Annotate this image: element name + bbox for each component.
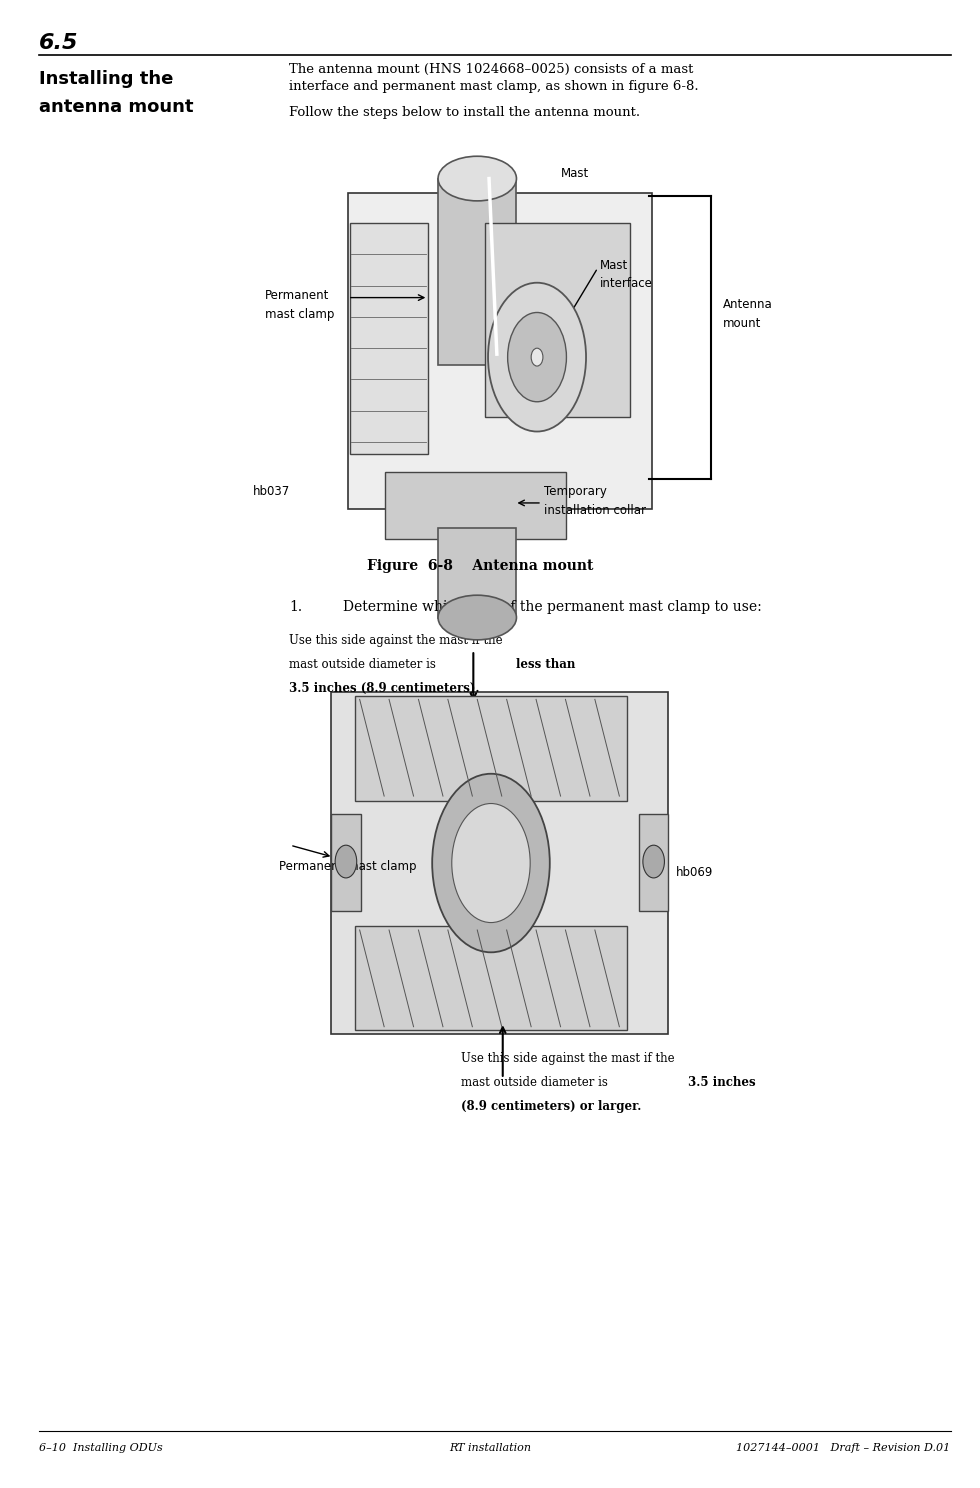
Text: less than: less than bbox=[516, 658, 576, 671]
FancyBboxPatch shape bbox=[350, 223, 428, 454]
Text: mast outside diameter is: mast outside diameter is bbox=[461, 1076, 612, 1089]
Text: Temporary: Temporary bbox=[544, 485, 607, 498]
FancyBboxPatch shape bbox=[485, 223, 630, 417]
Circle shape bbox=[432, 774, 550, 952]
Text: 3.5 inches: 3.5 inches bbox=[688, 1076, 756, 1089]
Text: mast clamp: mast clamp bbox=[265, 308, 334, 321]
Text: Antenna: Antenna bbox=[723, 298, 773, 311]
FancyBboxPatch shape bbox=[438, 528, 516, 618]
Text: The antenna mount (HNS 1024668–0025) consists of a mast: The antenna mount (HNS 1024668–0025) con… bbox=[289, 62, 694, 76]
Text: Mast: Mast bbox=[600, 259, 628, 272]
Circle shape bbox=[531, 348, 543, 366]
FancyBboxPatch shape bbox=[355, 696, 627, 801]
Text: Determine which side of the permanent mast clamp to use:: Determine which side of the permanent ma… bbox=[343, 600, 761, 613]
FancyBboxPatch shape bbox=[639, 814, 668, 911]
Circle shape bbox=[508, 312, 566, 402]
Text: 1.: 1. bbox=[289, 600, 302, 613]
Ellipse shape bbox=[438, 156, 516, 201]
Text: 1027144–0001   Draft – Revision D.01: 1027144–0001 Draft – Revision D.01 bbox=[736, 1443, 951, 1454]
FancyBboxPatch shape bbox=[331, 692, 668, 1034]
Text: hb037: hb037 bbox=[253, 485, 290, 498]
FancyBboxPatch shape bbox=[438, 179, 516, 365]
Circle shape bbox=[643, 845, 664, 878]
Text: Use this side against the mast if the: Use this side against the mast if the bbox=[289, 634, 503, 647]
Text: mast outside diameter is: mast outside diameter is bbox=[289, 658, 440, 671]
FancyBboxPatch shape bbox=[385, 472, 566, 539]
Text: Mast: Mast bbox=[561, 167, 589, 180]
Text: Use this side against the mast if the: Use this side against the mast if the bbox=[461, 1052, 674, 1065]
Text: interface: interface bbox=[600, 277, 653, 290]
Text: Installing the: Installing the bbox=[39, 70, 173, 88]
Text: 6–10  Installing ODUs: 6–10 Installing ODUs bbox=[39, 1443, 163, 1454]
Text: antenna mount: antenna mount bbox=[39, 98, 194, 116]
Text: Follow the steps below to install the antenna mount.: Follow the steps below to install the an… bbox=[289, 106, 640, 119]
Text: RT installation: RT installation bbox=[449, 1443, 531, 1454]
Text: interface and permanent mast clamp, as shown in figure 6-8.: interface and permanent mast clamp, as s… bbox=[289, 80, 699, 94]
FancyBboxPatch shape bbox=[331, 814, 361, 911]
Text: installation collar: installation collar bbox=[544, 504, 646, 518]
Circle shape bbox=[488, 283, 586, 432]
Circle shape bbox=[452, 804, 530, 923]
Ellipse shape bbox=[438, 595, 516, 640]
Text: mount: mount bbox=[723, 317, 761, 330]
Text: 3.5 inches (8.9 centimeters).: 3.5 inches (8.9 centimeters). bbox=[289, 682, 479, 695]
FancyBboxPatch shape bbox=[355, 926, 627, 1030]
Text: hb069: hb069 bbox=[676, 866, 713, 879]
Text: Permanent: Permanent bbox=[265, 289, 329, 302]
Text: (8.9 centimeters) or larger.: (8.9 centimeters) or larger. bbox=[461, 1100, 641, 1113]
FancyBboxPatch shape bbox=[348, 193, 652, 509]
Circle shape bbox=[335, 845, 357, 878]
Text: 6.5: 6.5 bbox=[39, 33, 78, 52]
Text: Permanent mast clamp: Permanent mast clamp bbox=[279, 860, 416, 873]
Text: Figure  6-8    Antenna mount: Figure 6-8 Antenna mount bbox=[368, 559, 593, 573]
